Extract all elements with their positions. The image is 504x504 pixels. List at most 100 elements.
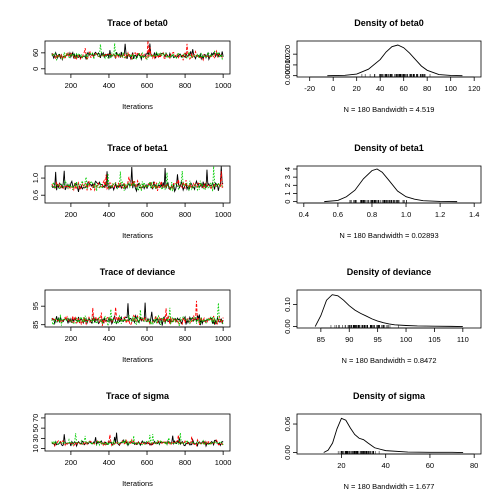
x-tick-label: 600 [141,334,154,343]
x-tick-label: 400 [103,334,116,343]
plot-frame [44,40,231,75]
x-tick-label: 0.4 [299,210,309,219]
density-curve [314,294,463,328]
panel-title: Trace of deviance [100,267,176,277]
plot-area [314,294,463,328]
panel-density-of-sigma: Density of sigma N = 180 Bandwidth = 1.67… [283,391,482,491]
y-tick-label: 1.0 [31,173,40,183]
density-curve [327,44,463,77]
panel-title: Trace of beta1 [107,143,168,153]
x-tick-label: -20 [304,84,315,93]
panel-title: Density of beta1 [354,143,424,153]
x-tick-label: 200 [65,210,78,219]
x-tick-label: 1.2 [435,210,445,219]
x-tick-label: 1.4 [469,210,479,219]
panel-trace-of-deviance: Trace of deviance Iterations 200 400 600 800 1… [31,267,231,364]
chain-2-line [51,300,224,326]
x-tick-label: 100 [400,335,413,344]
x-tick-label: 90 [345,335,353,344]
x-tick-label: 80 [470,461,478,470]
density-curve [323,417,464,453]
y-tick-label: 0 [31,67,40,71]
x-tick-label: 95 [373,335,381,344]
x-tick-label: 0.8 [367,210,377,219]
panel-trace-of-beta1: Trace of beta1 Iterations 200 400 600 800 1000… [31,143,231,240]
panel-title: Trace of beta0 [107,18,168,28]
plot-area [51,166,224,193]
x-tick-label: 40 [376,84,384,93]
y-tick-label: 0.6 [31,190,40,200]
panel-title: Density of sigma [353,391,426,401]
x-tick-label: 200 [65,458,78,467]
y-tick-label: 0.00 [283,445,292,460]
x-axis-label: Iterations [122,355,153,364]
panel-density-of-beta1: Density of beta1 N = 180 Bandwidth = 0.02… [283,143,482,240]
x-tick-label: 1000 [215,210,232,219]
y-tick-label: 0.020 [283,45,292,64]
x-tick-label: 20 [353,84,361,93]
x-tick-label: 200 [65,81,78,90]
chain-2-line [51,41,224,62]
plot-frame [44,165,231,204]
plot-area [323,417,464,454]
plot-frame [44,413,231,452]
x-tick-label: 200 [65,334,78,343]
x-axis-label: N = 180 Bandwidth = 4.519 [344,105,435,114]
y-tick-label: 70 [31,414,40,422]
x-tick-label: 40 [382,461,390,470]
x-tick-label: 110 [457,335,469,344]
x-axis-label: N = 180 Bandwidth = 0.02893 [339,231,438,240]
x-tick-label: 600 [141,81,154,90]
x-tick-label: 105 [428,335,441,344]
x-tick-label: 60 [426,461,434,470]
x-axis-label: Iterations [122,479,153,488]
chain-3-line [51,166,224,192]
y-tick-label: 50 [31,424,40,432]
panel-density-of-deviance: Density of deviance N = 180 Bandwidth = 0… [283,267,482,365]
x-tick-label: 0.6 [333,210,343,219]
x-tick-label: 1000 [215,81,232,90]
x-tick-label: 400 [103,210,116,219]
x-tick-label: 400 [103,458,116,467]
y-tick-label: 0.00 [283,319,292,334]
y-tick-label: 4 [283,167,292,171]
x-tick-label: 600 [141,210,154,219]
x-tick-label: 60 [400,84,408,93]
x-tick-label: 20 [337,461,345,470]
chain-2-line [51,171,224,192]
panel-title: Trace of sigma [106,391,170,401]
plot-area [51,41,224,62]
x-tick-label: 120 [468,84,481,93]
plot-frame [296,289,482,329]
y-tick-label: 10 [31,444,40,452]
x-axis-label: N = 180 Bandwidth = 0.8472 [341,356,436,365]
x-tick-label: 600 [141,458,154,467]
x-tick-label: 1000 [215,334,232,343]
plot-area [324,168,458,203]
panel-trace-of-sigma: Trace of sigma Iterations 200 400 600 800 1000… [31,391,231,488]
density-curve [324,168,458,203]
x-axis-label: Iterations [122,102,153,111]
y-tick-label: 0.000 [283,66,292,85]
y-tick-label: 85 [31,321,40,329]
plot-frame [44,289,231,328]
x-tick-label: 400 [103,81,116,90]
chain-3-line [51,43,224,62]
chain-2-line [51,434,224,448]
x-tick-label: 85 [317,335,325,344]
x-tick-label: 100 [444,84,457,93]
chain-3-line [51,432,224,448]
y-tick-label: 0 [283,200,292,204]
plot-frame [296,40,482,78]
y-tick-label: 0.10 [283,297,292,312]
panel-title: Density of deviance [347,267,432,277]
panel-title: Density of beta0 [354,18,424,28]
y-tick-label: 2 [283,183,292,187]
x-tick-label: 1.0 [401,210,411,219]
x-tick-label: 800 [179,81,192,90]
panel-density-of-beta0: Density of beta0 N = 180 Bandwidth = 4.51… [283,18,482,114]
chain-1-line [51,43,224,62]
y-tick-label: 60 [31,49,40,57]
